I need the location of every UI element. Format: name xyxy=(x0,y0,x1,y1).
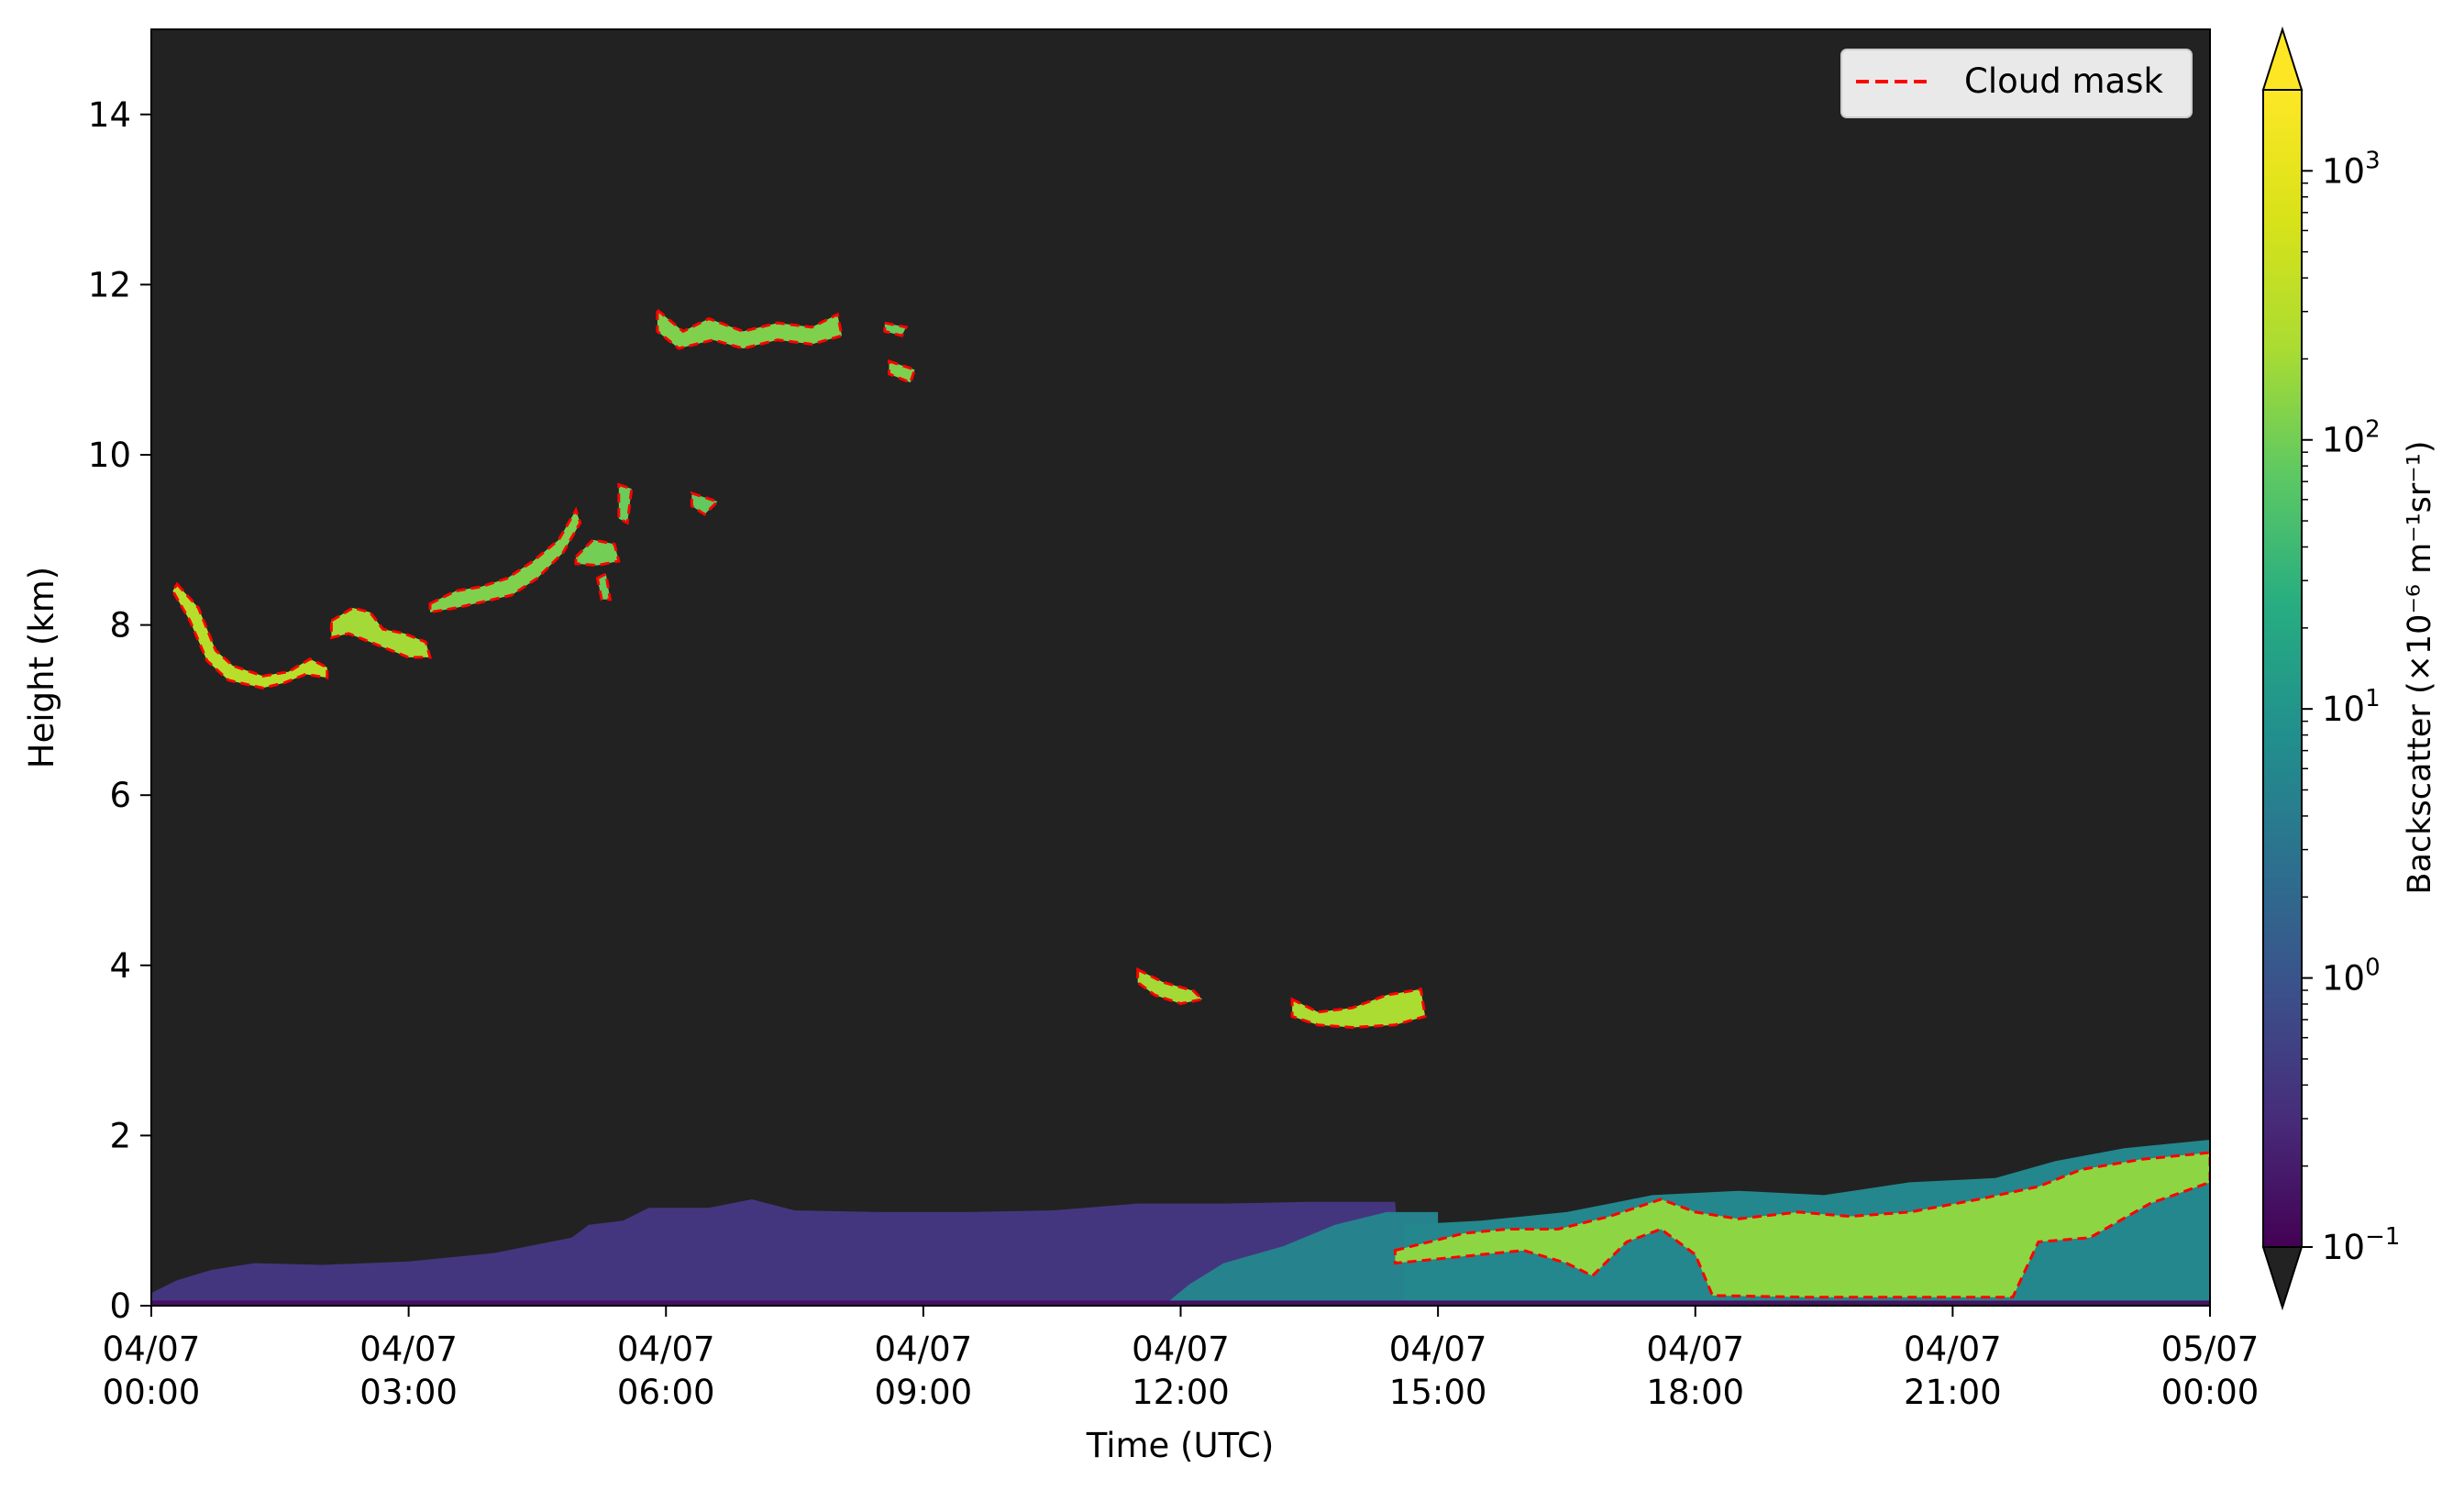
cloud-mask-contour-cirrus-e xyxy=(617,482,634,525)
colorbar-tick-label: 103 xyxy=(2322,147,2381,191)
colorbar-extend-top xyxy=(2261,26,2304,91)
feature-cirrus-i xyxy=(889,360,915,383)
cloud-mask-contour-cirrus-g xyxy=(690,491,721,516)
plot-background xyxy=(151,29,2210,1306)
cloud-mask-contour-cirrus-c xyxy=(428,506,582,614)
legend: Cloud mask xyxy=(1840,49,2193,118)
x-tick-label-time: 00:00 xyxy=(2161,1373,2260,1412)
cloud-mask-contour-cirrus-i xyxy=(888,359,917,385)
x-tick-label-time: 03:00 xyxy=(359,1373,458,1412)
colorbar-tick-label: 102 xyxy=(2322,416,2381,460)
feature-cirrus-c xyxy=(430,510,580,613)
cloud-mask-contour-mid-b xyxy=(1290,988,1427,1030)
colorbar: 10−1 100 101 102 103 Backscatter (×10⁻⁶ m⁻¹s… xyxy=(2261,26,2438,1311)
x-tick-label-date: 04/07 xyxy=(1904,1330,2002,1369)
cloud-mask-contour-cirrus-a xyxy=(171,581,329,690)
feature-pbl-aerosol xyxy=(151,1199,1404,1306)
x-axis-label: Time (UTC) xyxy=(1086,1426,1275,1465)
x-tick-label-date: 05/07 xyxy=(2161,1330,2260,1369)
y-tick-label: 12 xyxy=(88,265,131,304)
feature-cirrus-b xyxy=(331,608,430,657)
x-tick-label-date: 04/07 xyxy=(617,1330,715,1369)
cloud-mask-contour-cirrus-j xyxy=(883,321,909,337)
colorbar-frame xyxy=(2262,89,2303,1248)
cloud-mask-contour-cirrus-f xyxy=(595,571,613,602)
cloud-mask-contour-mid-a xyxy=(1136,966,1205,1006)
feature-cirrus-g xyxy=(691,492,718,514)
feature-cirrus-a xyxy=(172,584,327,689)
feature-near-ground xyxy=(151,1300,2210,1306)
cloud-mask-contour-cirrus-d xyxy=(574,538,621,568)
x-tick-label-date: 04/07 xyxy=(875,1330,973,1369)
x-tick-label-time: 15:00 xyxy=(1389,1373,1487,1412)
cloud-features xyxy=(151,307,2210,1306)
legend-label: Cloud mask xyxy=(1964,61,2163,101)
x-tick-label-date: 04/07 xyxy=(1389,1330,1487,1369)
feature-pbl-low xyxy=(1163,1211,1439,1306)
colorbar-label: Backscatter (×10⁻⁶ m⁻¹sr⁻¹) xyxy=(2402,441,2438,895)
colorbar-extend-bottom xyxy=(2261,1246,2304,1311)
y-tick-label: 10 xyxy=(88,436,131,475)
cloud-mask-contour-cirrus-h xyxy=(656,307,844,350)
x-tick-label-time: 06:00 xyxy=(617,1373,715,1412)
y-axis-label: Height (km) xyxy=(22,567,61,768)
x-tick-label-time: 09:00 xyxy=(875,1373,973,1412)
x-tick-label-time: 18:00 xyxy=(1646,1373,1744,1412)
x-tick-label-date: 04/07 xyxy=(1132,1330,1230,1369)
x-tick-label-date: 04/07 xyxy=(359,1330,458,1369)
colorbar-tick-label: 100 xyxy=(2322,955,2381,999)
x-tick-label-date: 04/07 xyxy=(1646,1330,1744,1369)
colorbar-tick-label: 10−1 xyxy=(2322,1223,2400,1267)
y-tick-label: 14 xyxy=(88,95,131,135)
x-tick-label-time: 21:00 xyxy=(1904,1373,2002,1412)
feature-cirrus-h xyxy=(657,310,842,348)
x-tick-label-time: 00:00 xyxy=(103,1373,201,1412)
colorbar-tick-label: 101 xyxy=(2322,685,2381,729)
feature-mid-b xyxy=(1292,988,1426,1028)
y-tick-label: 2 xyxy=(109,1116,131,1155)
cloud-mask-contour-cirrus-b xyxy=(329,606,432,659)
colorbar-gradient xyxy=(2263,90,2302,1247)
x-axis: 04/07 00:00 04/07 03:00 04/07 06:00 04/07 09:00… xyxy=(103,1306,2260,1412)
y-tick-label: 4 xyxy=(109,946,131,986)
feature-bl-cloud xyxy=(1395,1153,2210,1297)
colorbar-ticks: 10−1 100 101 102 103 xyxy=(2302,147,2400,1267)
x-tick-label-time: 12:00 xyxy=(1132,1373,1230,1412)
y-tick-label: 6 xyxy=(109,776,131,815)
legend-box xyxy=(1840,49,2193,118)
y-tick-label: 8 xyxy=(109,606,131,646)
y-axis: 0 2 4 6 8 10 12 14 xyxy=(88,95,151,1326)
cloud-mask-contour-bl-cloud xyxy=(1393,1151,2210,1299)
x-tick-label-date: 04/07 xyxy=(103,1330,201,1369)
y-tick-label: 0 xyxy=(109,1286,131,1326)
feature-cirrus-d xyxy=(576,539,619,566)
